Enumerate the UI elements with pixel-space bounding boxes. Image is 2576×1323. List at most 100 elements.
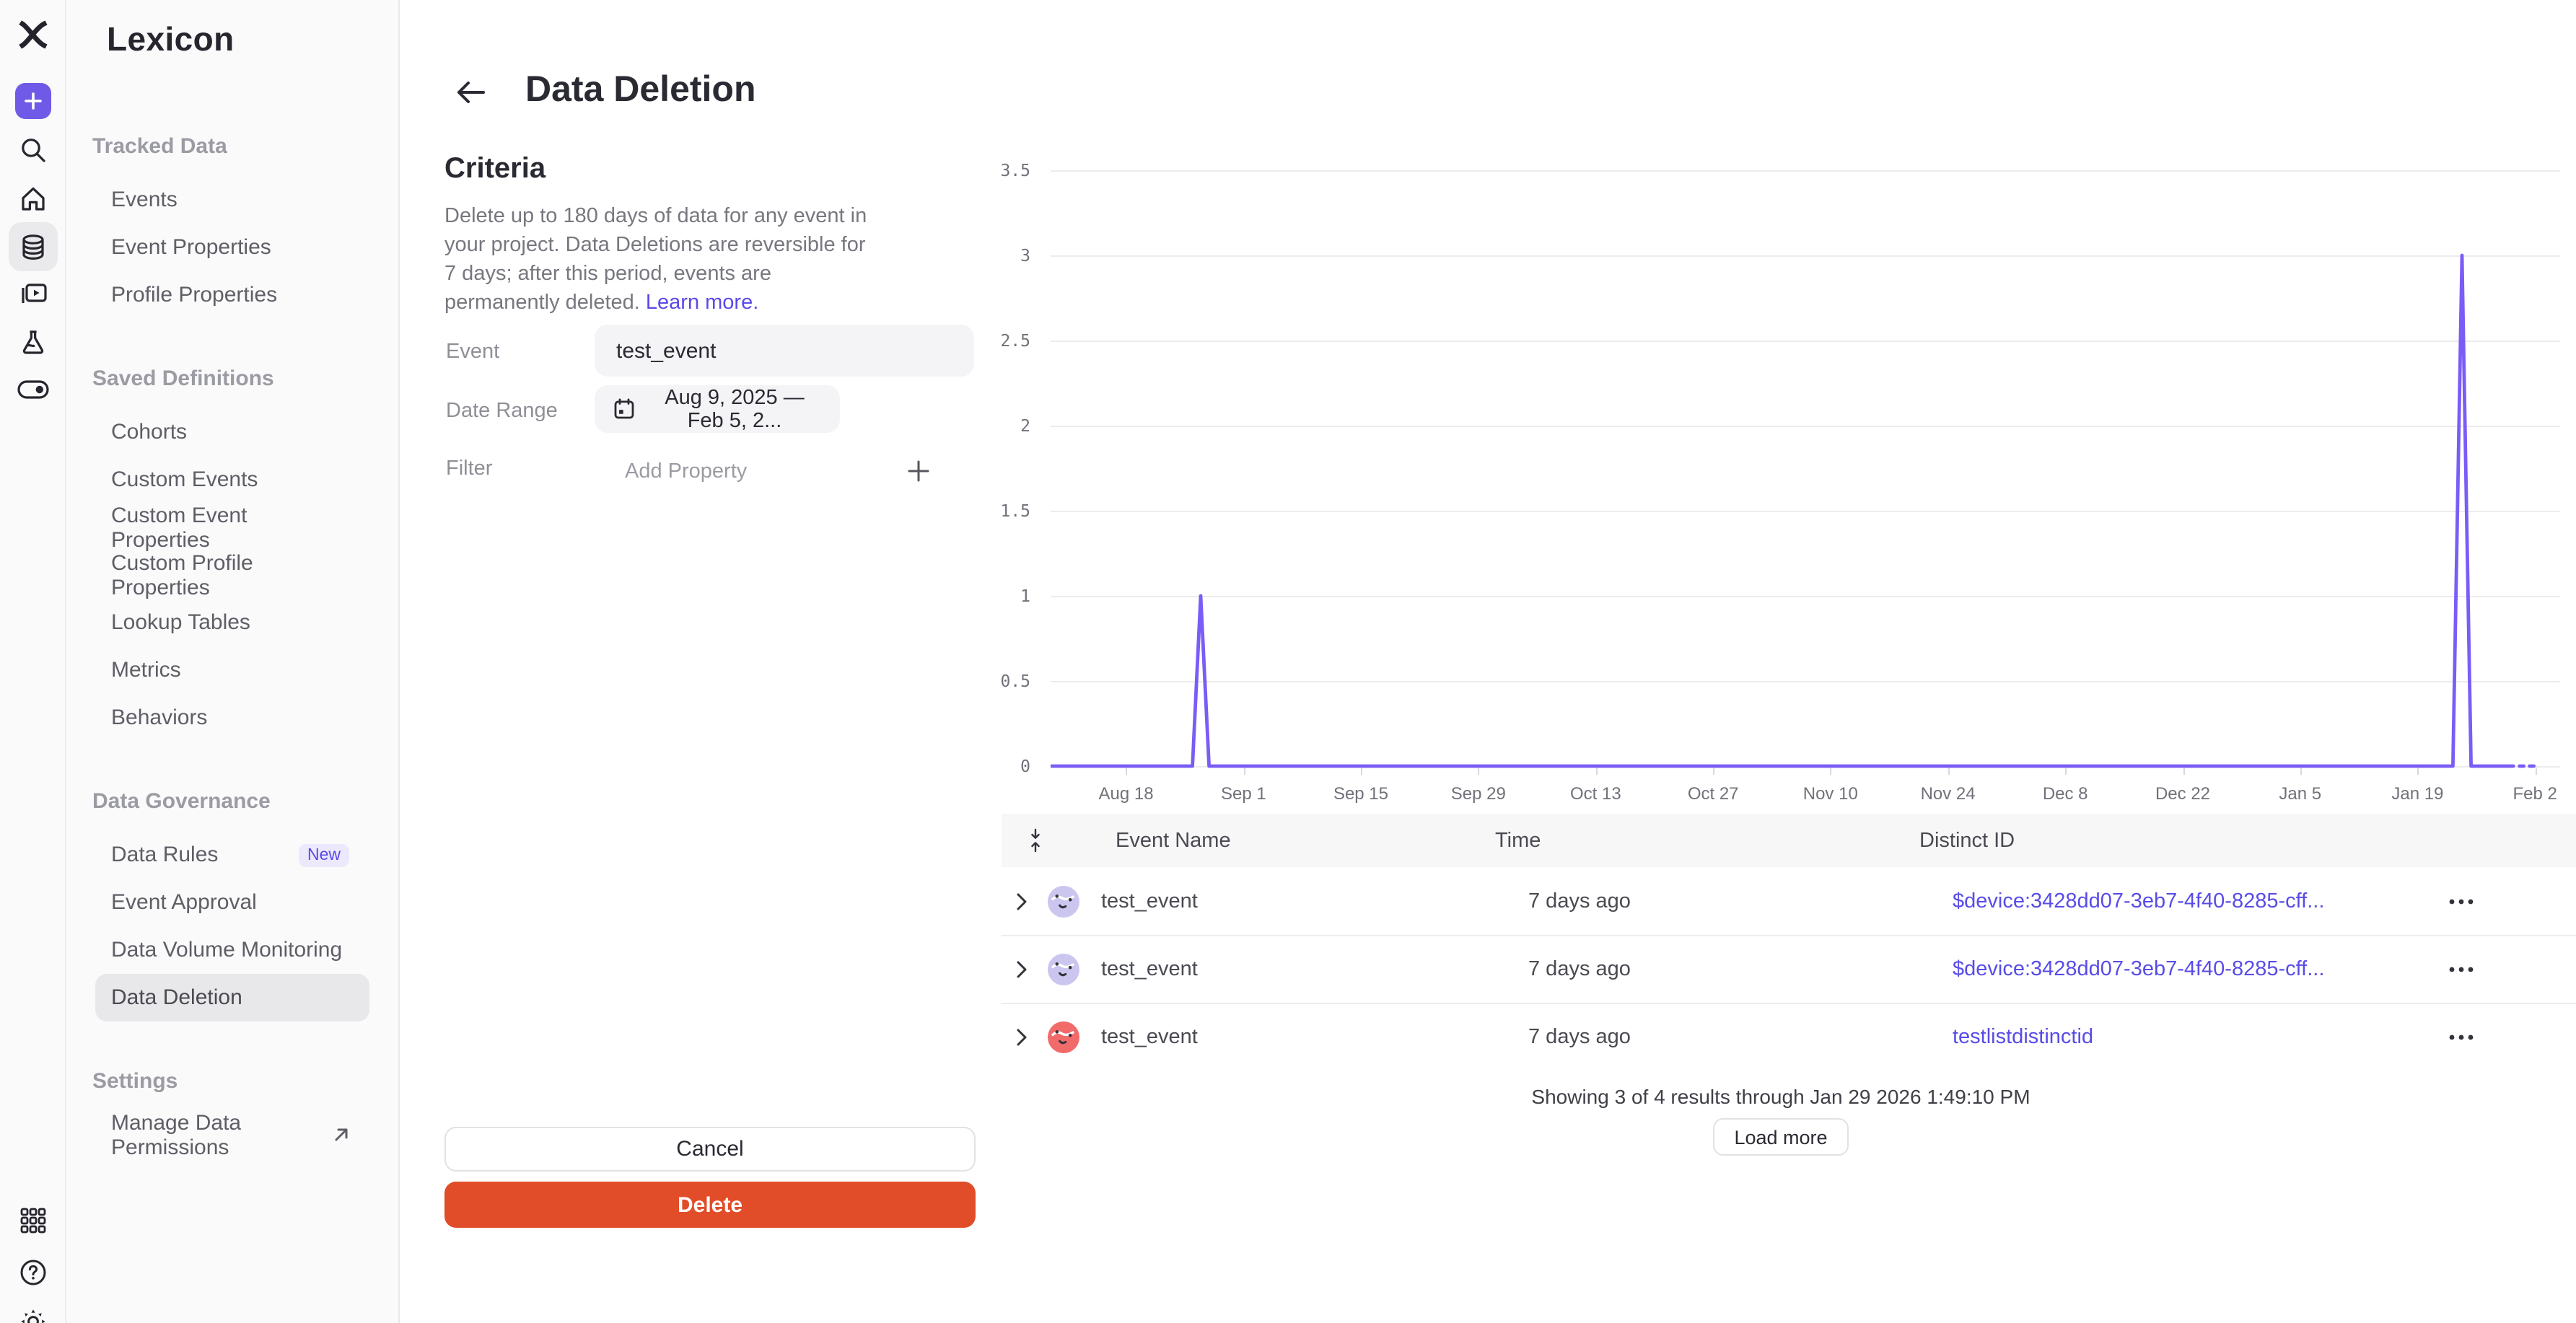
sidebar-item-label: Profile Properties [111,283,278,307]
sidebar-item-cohorts[interactable]: Cohorts [95,408,369,456]
sidebar-item-event-approval[interactable]: Event Approval [95,879,369,926]
lexicon-sidebar: Lexicon Tracked Data Events Event Properti… [66,0,400,1323]
lexicon-data-icon[interactable] [8,222,57,271]
expand-row-chevron-icon[interactable] [1002,892,1042,910]
chart-x-axis-label: Nov 24 [1920,783,1976,804]
feature-toggle-icon[interactable] [17,380,48,399]
sidebar-item-label: Manage Data Permissions [111,1110,242,1159]
column-header-distinct-id[interactable]: Distinct ID [1919,829,2015,852]
boards-icon[interactable] [18,282,47,307]
chart-x-axis-label: Feb 2 [2513,783,2557,804]
sidebar-item-label: Event Properties [111,235,271,260]
chart-y-axis-label: 3 [1020,245,1030,265]
chart-x-tick [2183,768,2184,775]
chart-y-axis-label: 2 [1020,416,1030,436]
icon-rail [0,0,66,1323]
external-link-icon [333,1127,349,1143]
load-more-button[interactable]: Load more [1713,1118,1849,1156]
sidebar-item-label: Custom Events [111,467,258,492]
user-avatar [1042,885,1101,917]
back-button[interactable] [455,76,489,108]
create-plus-button[interactable] [14,83,51,119]
cell-distinct-id-link[interactable]: $device:3428dd07-3eb7-4f40-8285-cff... [1953,958,2325,981]
chart-y-axis-label: 3.5 [1000,160,1030,180]
chart-y-axis-label: 1 [1020,586,1030,606]
sidebar-item-label: Data Volume Monitoring [111,938,343,962]
date-range-button[interactable]: Aug 9, 2025 — Feb 5, 2... [595,385,840,433]
add-property-plus-icon[interactable] [908,460,929,489]
cancel-button[interactable]: Cancel [444,1127,976,1172]
chart-x-axis-label: Sep 1 [1221,783,1266,804]
sidebar-section-saved-definitions: Saved Definitions Cohorts Custom Events Cus… [66,356,398,742]
chart-x-tick [1478,768,1480,775]
mixpanel-logo-icon[interactable] [17,20,48,49]
chart-x-axis-label: Jan 19 [2391,783,2444,804]
apps-grid-icon[interactable] [19,1208,45,1234]
chart-x-tick [1830,768,1832,775]
event-input[interactable] [595,325,974,377]
chart-x-axis-label: Dec 22 [2155,783,2211,804]
add-property-button[interactable]: Add Property [625,460,748,483]
sidebar-section-header: Tracked Data [92,133,227,158]
chart-x-axis-label: Jan 5 [2279,783,2322,804]
row-overflow-menu-icon[interactable] [2429,898,2515,904]
sidebar-item-behaviors[interactable]: Behaviors [95,694,369,742]
row-overflow-menu-icon[interactable] [2429,967,2515,972]
sidebar-item-data-deletion[interactable]: Data Deletion [95,974,369,1021]
chart-x-axis-label: Dec 8 [2042,783,2088,804]
column-header-time[interactable]: Time [1495,829,1541,852]
column-header-event-name[interactable]: Event Name [1116,829,1231,852]
sidebar-item-label: Event Approval [111,890,257,915]
event-field-label: Event [446,340,500,364]
sidebar-item-lookup-tables[interactable]: Lookup Tables [95,599,369,646]
sidebar-item-label: Cohorts [111,420,188,444]
chart-gridline [1051,170,2560,172]
sidebar-item-label: Data Rules [111,843,219,867]
sidebar-section-data-governance: Data Governance Data Rules New Event Approv… [66,779,398,1021]
sidebar-item-custom-events[interactable]: Custom Events [95,456,369,504]
sidebar-item-data-rules[interactable]: Data Rules New [95,831,369,879]
cell-distinct-id-link[interactable]: testlistdistinctid [1953,1026,2094,1049]
date-range-label: Date Range [446,400,558,423]
sidebar-item-custom-event-properties[interactable]: Custom Event Properties [95,503,369,552]
delete-button[interactable]: Delete [444,1182,976,1228]
settings-gear-icon[interactable] [19,1308,46,1323]
chart-x-axis-label: Sep 29 [1450,783,1506,804]
sidebar-item-label: Behaviors [111,706,208,730]
chart-x-axis-label: Aug 18 [1098,783,1154,804]
home-icon[interactable] [19,185,46,213]
criteria-heading: Criteria [444,153,546,185]
cell-event-name: test_event [1101,889,1198,913]
table-row: test_event 7 days ago testlistdistinctid [1002,1003,2576,1071]
sort-toggle-icon[interactable] [1002,828,1068,853]
sidebar-item-label: Metrics [111,658,181,682]
sidebar-item-label: Custom Profile Properties [111,550,253,599]
chart-y-axis-label: 0.5 [1000,671,1030,691]
sidebar-item-event-properties[interactable]: Event Properties [95,224,369,271]
sidebar-item-custom-profile-properties[interactable]: Custom Profile Properties [95,550,369,599]
chart-gridline [1051,255,2560,257]
chart-x-axis-label: Oct 27 [1687,783,1739,804]
new-badge: New [298,843,349,866]
sidebar-item-manage-data-permissions[interactable]: Manage Data Permissions [95,1110,369,1159]
sidebar-title: Lexicon [107,20,235,58]
help-icon[interactable] [19,1259,46,1286]
row-overflow-menu-icon[interactable] [2429,1034,2515,1040]
expand-row-chevron-icon[interactable] [1002,961,1042,978]
learn-more-link[interactable]: Learn more. [645,291,759,315]
sidebar-item-metrics[interactable]: Metrics [95,646,369,694]
sidebar-item-events[interactable]: Events [95,176,369,224]
date-range-value: Aug 9, 2025 — Feb 5, 2... [665,386,805,432]
sidebar-item-profile-properties[interactable]: Profile Properties [95,271,369,319]
sidebar-item-data-volume-monitoring[interactable]: Data Volume Monitoring [95,926,369,974]
chart-gridline [1051,426,2560,427]
chart-x-tick [1361,768,1362,775]
sidebar-item-label: Lookup Tables [111,610,250,635]
cell-distinct-id-link[interactable]: $device:3428dd07-3eb7-4f40-8285-cff... [1953,889,2325,913]
chart-x-axis-label: Oct 13 [1570,783,1621,804]
sidebar-section-tracked-data: Tracked Data Events Event Properties Profil… [66,124,398,319]
expand-row-chevron-icon[interactable] [1002,1029,1042,1046]
experiments-flask-icon[interactable] [19,329,46,355]
search-icon[interactable] [19,136,46,164]
main-content: Data Deletion Criteria Delete up to 180 … [400,0,2576,1323]
